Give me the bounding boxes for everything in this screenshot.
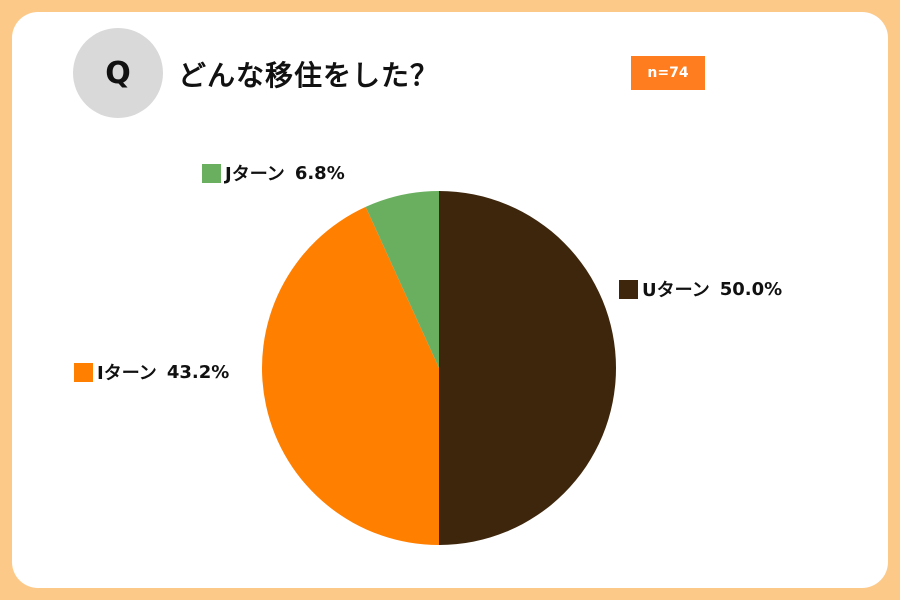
- chart-title: どんな移住をした？: [178, 59, 440, 92]
- pie-slice-0: [439, 191, 616, 545]
- sample-size-badge: n=74: [631, 56, 705, 90]
- legend-label-u-turn: Uターン: [642, 280, 710, 301]
- legend-item-j-turn: Jターン 6.8%: [202, 160, 345, 186]
- data-label-i-turn: 43.2%: [166, 361, 230, 383]
- legend-swatch-u-turn: [619, 279, 638, 299]
- legend-item-i-turn: Iターン 43.2%: [74, 359, 229, 385]
- pie-slice-2: [365, 191, 439, 368]
- legend-label-i-turn: Iターン: [97, 363, 157, 384]
- legend-label-j-turn: Jターン: [225, 164, 285, 185]
- data-label-j-turn: 6.8%: [294, 162, 345, 184]
- question-badge: Q: [73, 28, 163, 118]
- data-label-u-turn: 50.0%: [719, 278, 783, 300]
- legend-swatch-i-turn: [74, 362, 93, 382]
- legend-swatch-j-turn: [202, 163, 221, 183]
- legend-item-u-turn: Uターン 50.0%: [619, 276, 782, 302]
- pie-slice-1: [261, 206, 439, 546]
